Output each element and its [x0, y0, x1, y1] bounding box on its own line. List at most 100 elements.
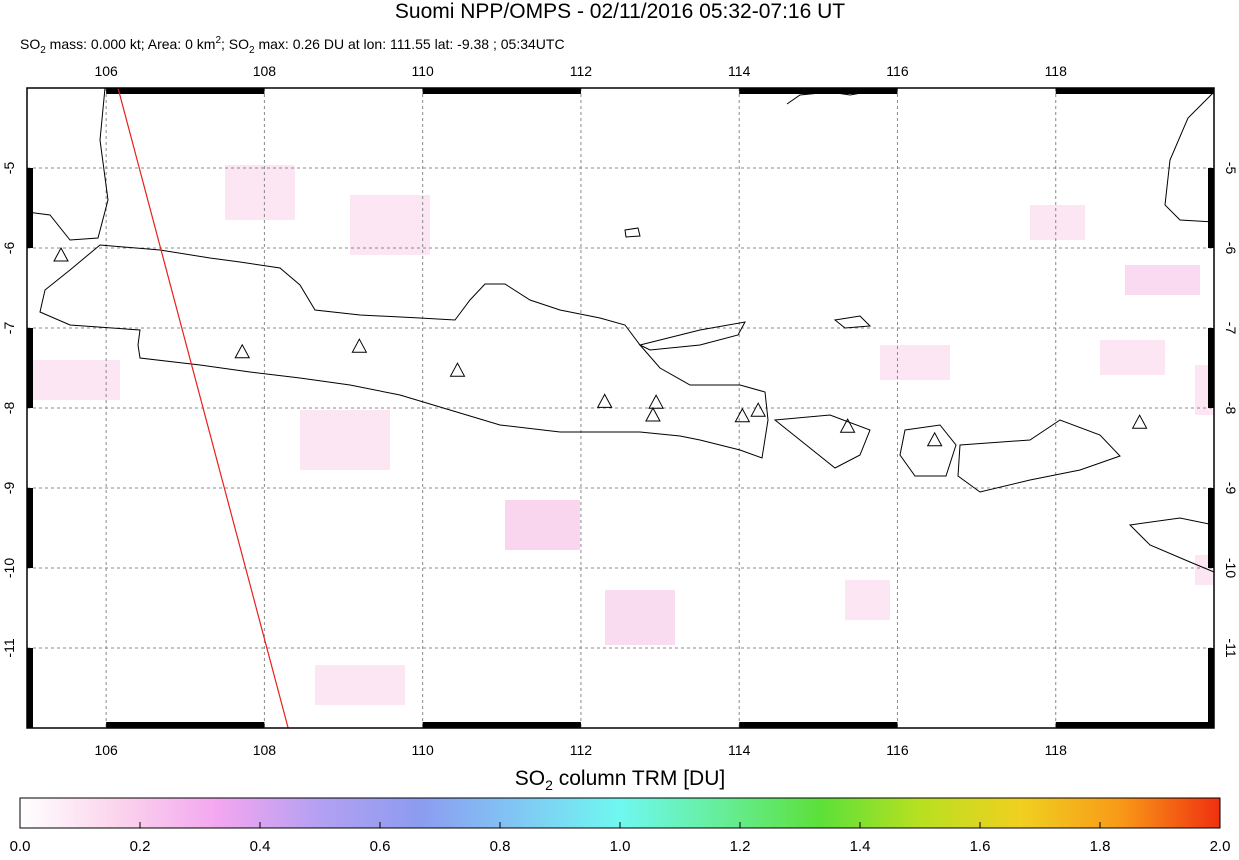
x-tick-label: 114 [728, 742, 751, 758]
volcano [839, 418, 856, 433]
colorbar-tick-label: 1.6 [970, 838, 991, 855]
y-tick-label: -10 [1, 558, 17, 578]
coastline-bali [773, 414, 871, 469]
frame-bar [27, 328, 33, 408]
map-frame [26, 87, 1215, 729]
y-tick-label: -5 [1223, 162, 1239, 175]
pixel [505, 500, 580, 550]
frame-bar [1208, 488, 1214, 568]
subtitle-sub: 2 [249, 45, 255, 56]
y-tick-label: -9 [1, 482, 17, 495]
x-tick-label: 116 [886, 63, 909, 79]
frame-bar [27, 488, 33, 568]
y-tick-label: -11 [1223, 638, 1239, 657]
colorbar-tick-label: 0.0 [10, 838, 31, 855]
frame-bar [1055, 88, 1214, 94]
x-tick-label: 118 [1045, 742, 1068, 758]
pixel [1030, 205, 1085, 240]
pixel [605, 590, 675, 645]
colorbar-tick-label: 0.8 [490, 838, 511, 855]
y-tick-label: -9 [1223, 482, 1239, 495]
volcano [351, 338, 368, 353]
volcano [648, 394, 664, 409]
frame-bar [739, 88, 898, 94]
coastline-java [39, 244, 769, 459]
frame-bar [27, 168, 33, 248]
title: Suomi NPP/OMPS - 02/11/2016 05:32-07:16 … [395, 0, 845, 23]
colorbar-tick-label: 0.2 [130, 838, 151, 855]
x-tick-label: 106 [94, 63, 118, 79]
x-tick-label: 112 [570, 742, 593, 758]
volcano [645, 406, 661, 422]
coastline-sumbawa [957, 419, 1121, 493]
so2-pixels [30, 165, 1214, 705]
frame-bar [422, 88, 581, 94]
frame-bar [27, 648, 33, 728]
y-tick-label: -8 [1223, 402, 1239, 415]
subtitle-part: ; SO [221, 36, 249, 52]
pixel [880, 345, 950, 380]
colorbar-label-part: column TRM [DU] [553, 767, 725, 790]
coastlines [26, 87, 1215, 573]
y-tick-label: -5 [1, 162, 17, 175]
frame-bar [739, 722, 898, 728]
subtitle-sup: 2 [215, 35, 221, 46]
colorbar-tick-label: 2.0 [1210, 838, 1231, 855]
colorbar-tick-label: 0.6 [370, 838, 391, 855]
frame-bar [1055, 722, 1214, 728]
x-tick-label: 110 [412, 63, 435, 79]
colorbar-tick-label: 1.8 [1090, 838, 1111, 855]
coastline-sulawesi [1164, 91, 1215, 223]
pixel [350, 195, 430, 255]
pixel [30, 360, 120, 400]
volcano [449, 362, 466, 377]
pixel [300, 410, 390, 470]
pixel [1125, 265, 1200, 295]
colorbar-tick-label: 0.4 [250, 838, 271, 855]
frame-bar [1208, 648, 1214, 728]
x-tick-label: 110 [412, 742, 435, 758]
subtitle-part: max: 0.26 DU at lon: 111.55 lat: -9.38 ;… [255, 36, 565, 52]
grid [27, 88, 1214, 728]
y-tick-label: -8 [1, 402, 17, 415]
pixel [1100, 340, 1165, 375]
volcano [53, 246, 69, 262]
volcano [750, 402, 767, 417]
y-tick-label: -6 [1223, 242, 1239, 255]
frame-bar [422, 722, 581, 728]
subtitle: SO2 mass: 0.000 kt; Area: 0 km2; SO2 max… [20, 35, 565, 56]
y-tick-label: -7 [1223, 322, 1239, 335]
y-tick-label: -10 [1223, 558, 1239, 578]
x-tick-label: 116 [886, 742, 909, 758]
colorbar-tick-label: 1.0 [610, 838, 631, 855]
colorbar-tick-label: 1.4 [850, 838, 871, 855]
y-tick-label: -6 [1, 242, 17, 255]
volcano [1131, 414, 1148, 429]
orbit-track [117, 87, 289, 729]
volcano [926, 431, 943, 447]
subtitle-sub: 2 [40, 45, 46, 56]
volcano [734, 407, 751, 423]
coastline-lombok [899, 424, 957, 477]
coastline-islets [624, 227, 872, 329]
x-tick-label: 118 [1045, 63, 1068, 79]
colorbar-label-sub: 2 [545, 777, 553, 793]
frame-bar [106, 722, 265, 728]
y-tick-label: -7 [1, 322, 17, 335]
frame-bar [106, 88, 265, 94]
colorbar-label: SO2 column TRM [DU] [515, 767, 725, 793]
x-tick-label: 112 [570, 63, 593, 79]
frame-bar [1208, 328, 1214, 408]
x-tick-label: 108 [253, 63, 277, 79]
subtitle-part: SO [20, 36, 40, 52]
x-tick-label: 106 [94, 742, 118, 758]
marks [27, 87, 1214, 729]
coastline-madura [638, 321, 746, 351]
y-tick-label: -11 [1, 638, 17, 657]
volcano [234, 343, 251, 359]
frame-bar [1208, 168, 1214, 248]
colorbar-label-part: SO [515, 767, 545, 790]
x-tick-label: 114 [728, 63, 751, 79]
volcano [596, 393, 613, 408]
